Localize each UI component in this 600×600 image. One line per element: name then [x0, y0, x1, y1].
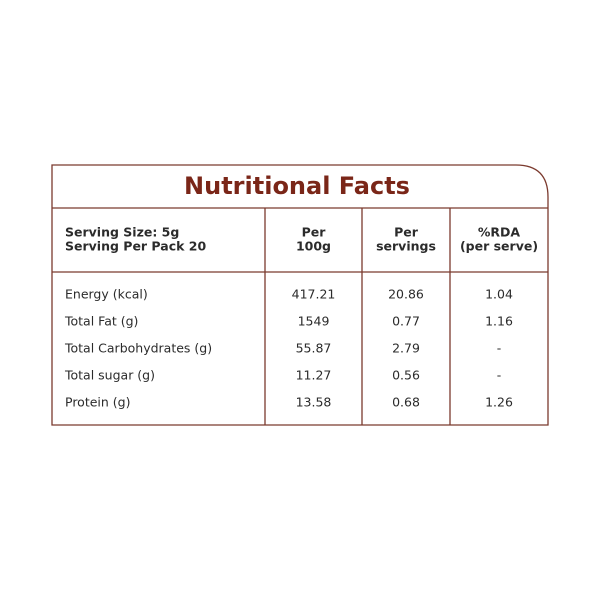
cell-value: 1.16 — [485, 314, 513, 329]
header-cell: servings — [376, 239, 436, 254]
cell-value: 55.87 — [296, 341, 332, 356]
row-label: Total sugar (g) — [64, 368, 155, 383]
title: Nutritional Facts — [184, 172, 410, 200]
cell-value: 2.79 — [392, 341, 420, 356]
header-cell: Per — [394, 225, 419, 240]
cell-value: 0.56 — [392, 368, 420, 383]
cell-value: 1.04 — [485, 287, 513, 302]
row-label: Protein (g) — [65, 395, 130, 410]
row-label: Total Fat (g) — [64, 314, 138, 329]
row-label: Energy (kcal) — [65, 287, 148, 302]
header-cell: Per — [302, 225, 327, 240]
cell-value: - — [497, 341, 502, 356]
cell-value: 0.68 — [392, 395, 420, 410]
header-cell: %RDA — [478, 225, 521, 240]
header-cell: Serving Per Pack 20 — [65, 239, 206, 254]
cell-value: 0.77 — [392, 314, 420, 329]
row-label: Total Carbohydrates (g) — [64, 341, 212, 356]
header-cell: 100g — [296, 239, 331, 254]
header-cell: Serving Size: 5g — [65, 225, 179, 240]
cell-value: 11.27 — [296, 368, 332, 383]
cell-value: 13.58 — [296, 395, 332, 410]
cell-value: 417.21 — [292, 287, 336, 302]
cell-value: 20.86 — [388, 287, 424, 302]
header-cell: (per serve) — [460, 239, 538, 254]
cell-value: 1549 — [298, 314, 330, 329]
cell-value: - — [497, 368, 502, 383]
cell-value: 1.26 — [485, 395, 513, 410]
table-border — [51, 164, 549, 426]
